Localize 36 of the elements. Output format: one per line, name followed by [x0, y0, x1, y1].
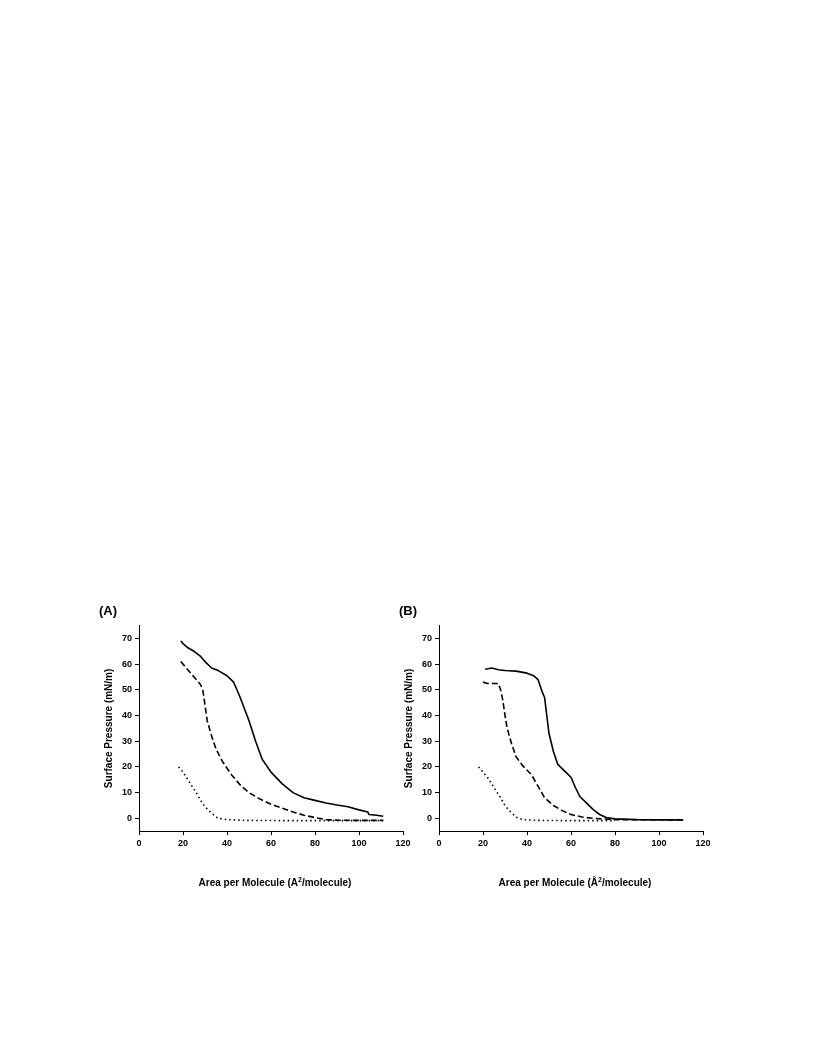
y-axis-title: Surface Pressure (mN/m): [402, 668, 414, 789]
x-tick-label: 80: [310, 838, 321, 849]
x-tick-label: 0: [436, 838, 442, 849]
y-tick-label: 60: [422, 658, 433, 669]
y-tick-label: 60: [122, 658, 133, 669]
x-tick-label: 120: [395, 838, 411, 849]
y-tick-label: 40: [422, 710, 433, 721]
x-tick-label: 120: [695, 838, 711, 849]
x-tick-label: 60: [266, 838, 277, 849]
y-tick-label: 0: [127, 812, 133, 823]
x-tick-label: 0: [136, 838, 142, 849]
y-tick-label: 10: [122, 787, 133, 798]
x-tick-label: 100: [651, 838, 667, 849]
x-tick-label: 40: [222, 838, 233, 849]
y-tick-label: 20: [122, 761, 133, 772]
chart-title: (A): [99, 603, 118, 619]
y-tick-label: 70: [422, 632, 433, 643]
x-tick-label: 100: [351, 838, 367, 849]
y-tick-label: 70: [122, 632, 133, 643]
x-tick-label: 20: [178, 838, 189, 849]
y-tick-label: 30: [422, 735, 433, 746]
y-tick-label: 50: [122, 684, 133, 695]
y-tick-label: 20: [422, 761, 433, 772]
chart-title: (B): [399, 603, 418, 619]
y-tick-label: 40: [122, 710, 133, 721]
x-tick-label: 80: [610, 838, 621, 849]
y-tick-label: 50: [422, 684, 433, 695]
y-tick-label: 0: [427, 812, 433, 823]
x-tick-label: 20: [478, 838, 489, 849]
x-tick-label: 40: [522, 838, 533, 849]
y-axis-title: Surface Pressure (mN/m): [102, 668, 114, 789]
x-axis-title: Area per Molecule (A$^{2}$/molecule): [197, 875, 353, 888]
y-tick-label: 30: [122, 735, 133, 746]
x-tick-label: 60: [566, 838, 577, 849]
x-axis-title: Area per Molecule (Å$^{2}$/molecule): [497, 875, 653, 888]
y-tick-label: 10: [422, 787, 433, 798]
